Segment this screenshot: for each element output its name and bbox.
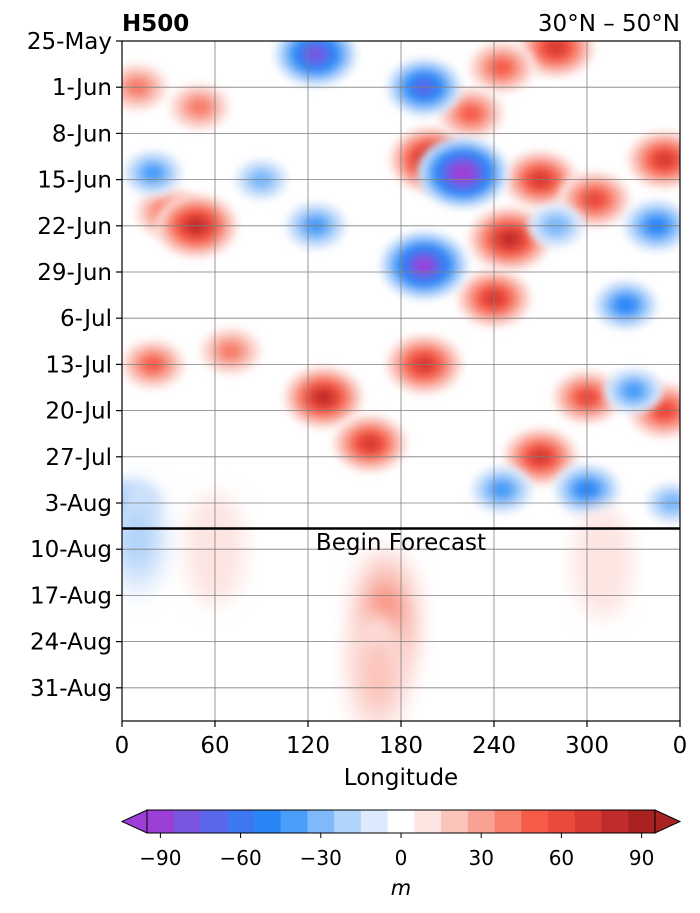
anomaly-contour xyxy=(461,106,481,122)
anomaly-blob-22 xyxy=(379,230,469,301)
anomaly-contour xyxy=(656,153,673,166)
anomaly-contour xyxy=(585,192,604,207)
anomaly-contour xyxy=(616,297,635,313)
anomaly-contour xyxy=(362,437,378,450)
y-tick-label: 3-Aug xyxy=(45,491,112,517)
y-axis: 25-May 1-Jun 8-Jun 15-Jun 22-Jun 29-Jun 6-Jul 1… xyxy=(27,29,122,702)
colorbar-extend-min xyxy=(120,809,148,834)
colorbar-bin xyxy=(574,810,603,833)
anomaly-blob-19 xyxy=(468,41,536,94)
anomaly-blob-11 xyxy=(517,41,595,79)
anomaly-contour xyxy=(572,506,633,618)
anomaly-blob-27 xyxy=(593,280,658,330)
colorbar-tick-label: 30 xyxy=(468,846,493,870)
colorbar xyxy=(120,809,682,834)
anomaly-contour xyxy=(456,167,470,179)
anomaly-blob-4 xyxy=(283,365,364,429)
y-tick-label: 10-Aug xyxy=(30,537,112,563)
x-tick-label: 300 xyxy=(565,733,609,759)
colorbar-bin xyxy=(494,810,522,833)
y-tick-label: 24-Aug xyxy=(30,630,112,656)
anomaly-contour xyxy=(219,342,242,360)
anomaly-blob-18 xyxy=(168,83,231,131)
anomaly-contour xyxy=(307,48,324,61)
chart-region-label: 30°N – 50°N xyxy=(538,11,680,37)
anomaly-blob-37 xyxy=(345,612,411,721)
colorbar-bin xyxy=(387,810,415,833)
colorbar-tick-label: −90 xyxy=(139,846,181,870)
colorbar-tick-label: 60 xyxy=(549,846,574,870)
anomaly-contour xyxy=(122,499,157,573)
y-tick-label: 31-Aug xyxy=(30,676,112,702)
x-tick-label: 0 xyxy=(673,733,688,759)
colorbar-tick-label: 90 xyxy=(629,846,654,870)
colorbar-extend-max xyxy=(654,809,682,834)
colorbar-unit-label: m xyxy=(391,876,411,900)
y-tick-label: 17-Aug xyxy=(30,583,112,609)
anomaly-blob-13 xyxy=(626,130,680,190)
colorbar-bin xyxy=(227,810,255,833)
anomaly-blob-28 xyxy=(604,368,663,414)
anomaly-contour xyxy=(501,232,518,246)
forecast-label: Begin Forecast xyxy=(316,530,486,556)
colorbar-tick-label: 0 xyxy=(395,846,408,870)
y-tick-label: 29-Jun xyxy=(37,260,112,286)
colorbar-bin xyxy=(467,810,496,833)
anomaly-contour xyxy=(316,391,331,404)
anomaly-contour xyxy=(623,382,644,399)
anomaly-blob-5 xyxy=(332,414,408,473)
chart-title: H500 xyxy=(122,11,189,37)
anomaly-blob-30 xyxy=(471,465,533,514)
colorbar-ticks: −90 −60 −30 0 30 60 90 xyxy=(139,833,654,870)
grid-lines xyxy=(122,41,680,721)
y-tick-label: 6-Jul xyxy=(60,306,112,332)
x-axis: 0 60 120 180 240 300 0 xyxy=(115,721,688,759)
colorbar-bin xyxy=(441,810,469,833)
colorbar-tick-label: −30 xyxy=(300,846,342,870)
colorbar-bin xyxy=(414,810,442,833)
anomaly-contour xyxy=(142,165,164,181)
colorbar-bin xyxy=(334,810,362,833)
y-tick-label: 22-Jun xyxy=(37,214,112,240)
colorbar-bin xyxy=(173,810,201,833)
anomaly-blob-23 xyxy=(417,137,509,209)
colorbar-bin xyxy=(200,810,228,833)
colorbar-bin xyxy=(548,810,576,833)
colorbar-bin xyxy=(601,810,629,833)
y-tick-label: 25-May xyxy=(27,29,112,55)
x-tick-label: 180 xyxy=(379,733,423,759)
anomaly-blob-38 xyxy=(122,477,169,595)
colorbar-bin xyxy=(628,810,656,833)
y-tick-label: 20-Jul xyxy=(45,399,112,425)
anomaly-blob-33 xyxy=(123,150,183,196)
colorbar-bin xyxy=(521,810,549,833)
colorbar-bin xyxy=(307,810,335,833)
x-tick-label: 60 xyxy=(200,733,229,759)
x-tick-label: 0 xyxy=(115,733,130,759)
x-tick-label: 120 xyxy=(286,733,330,759)
y-tick-label: 15-Jun xyxy=(37,168,112,194)
colorbar-bin xyxy=(147,810,175,833)
anomaly-contour xyxy=(491,481,513,499)
x-tick-label: 240 xyxy=(472,733,516,759)
anomaly-blob-21 xyxy=(273,41,358,87)
y-tick-label: 8-Jun xyxy=(52,121,112,147)
colorbar-bin xyxy=(253,810,282,833)
anomaly-blob-17 xyxy=(199,327,262,376)
x-axis-label: Longitude xyxy=(344,765,458,791)
anomaly-contour xyxy=(492,59,512,75)
colorbar-bin xyxy=(360,810,389,833)
y-tick-label: 13-Jul xyxy=(45,352,112,378)
colorbar-bin xyxy=(280,810,308,833)
y-tick-label: 1-Jun xyxy=(52,75,112,101)
y-tick-label: 27-Jul xyxy=(45,445,112,471)
anomaly-contour xyxy=(547,41,565,54)
anomaly-contour xyxy=(357,636,398,714)
anomaly-contour xyxy=(416,259,432,272)
anomaly-blob-40 xyxy=(572,506,633,618)
anomaly-contour xyxy=(188,98,211,116)
colorbar-tick-label: −60 xyxy=(219,846,261,870)
